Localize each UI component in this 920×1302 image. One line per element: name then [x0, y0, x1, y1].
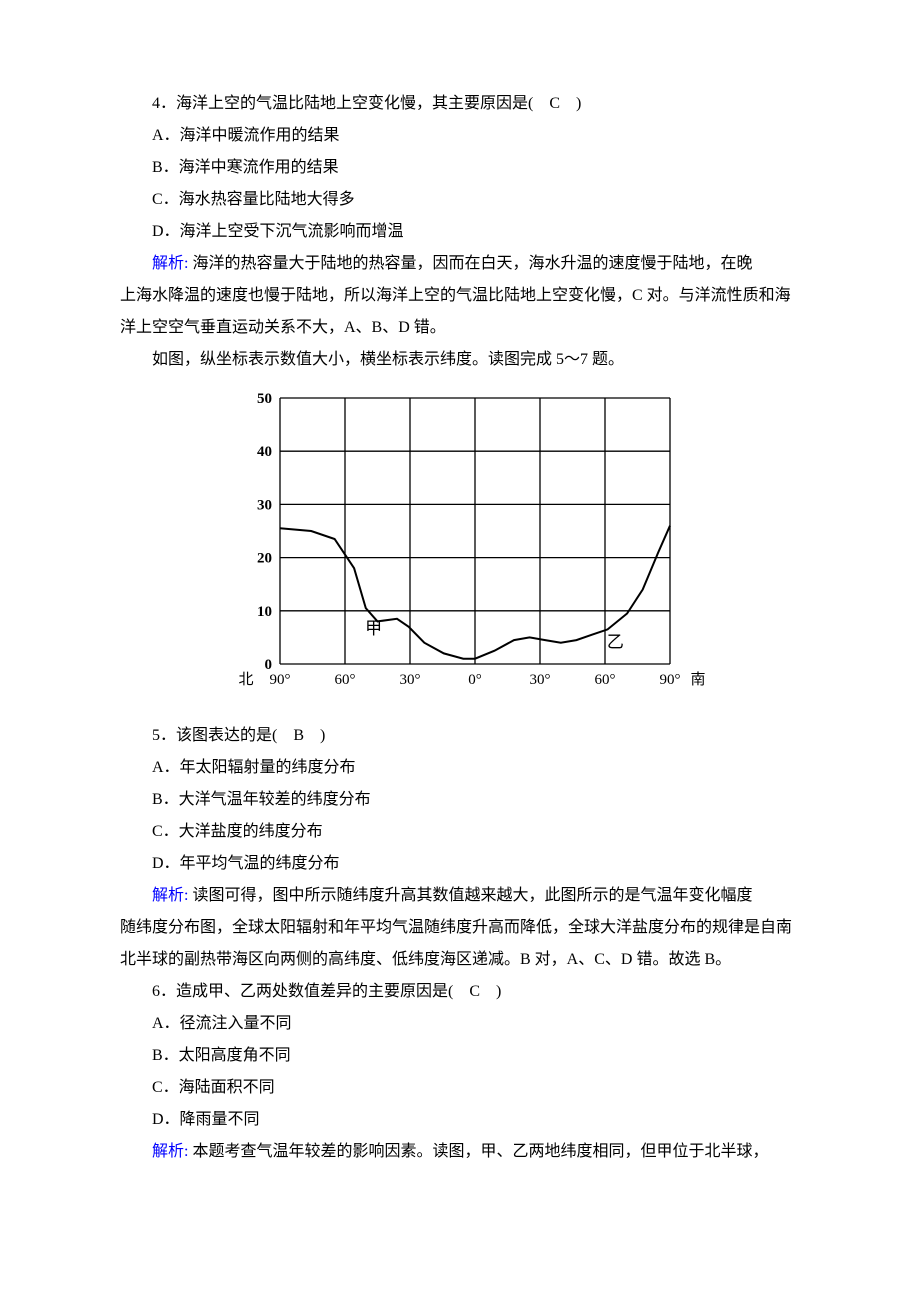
q6-option-b: B．太阳高度角不同	[120, 1040, 800, 1072]
latitude-chart: 0 10 20 30 40 50 90° 60° 30° 0° 30° 60° 90° 北 南 甲乙	[120, 386, 800, 706]
chart-svg: 0 10 20 30 40 50 90° 60° 30° 0° 30° 60° 90° 北 南 甲乙	[210, 386, 710, 706]
q4-analysis-line1: 解析: 海洋的热容量大于陆地的热容量，因而在白天，海水升温的速度慢于陆地，在晚	[120, 248, 800, 280]
svg-text:90°: 90°	[660, 672, 681, 688]
q4-option-d: D．海洋上空受下沉气流影响而增温	[120, 216, 800, 248]
q4-option-c: C．海水热容量比陆地大得多	[120, 184, 800, 216]
q6-analysis: 解析: 本题考查气温年较差的影响因素。读图，甲、乙两地纬度相同，但甲位于北半球，	[120, 1136, 800, 1168]
svg-text:乙: 乙	[607, 632, 624, 651]
svg-text:30: 30	[257, 497, 272, 513]
q6-option-d: D．降雨量不同	[120, 1104, 800, 1136]
svg-text:南: 南	[690, 671, 705, 688]
svg-text:0: 0	[265, 657, 273, 673]
q5-option-c: C．大洋盐度的纬度分布	[120, 816, 800, 848]
analysis-label: 解析:	[152, 887, 188, 904]
analysis-label: 解析:	[152, 1143, 188, 1160]
svg-text:北: 北	[238, 671, 253, 688]
svg-text:30°: 30°	[530, 672, 551, 688]
q6-stem: 6．造成甲、乙两处数值差异的主要原因是( C )	[120, 976, 800, 1008]
svg-text:甲: 甲	[365, 619, 382, 638]
svg-text:90°: 90°	[270, 672, 291, 688]
q6-option-a: A．径流注入量不同	[120, 1008, 800, 1040]
q4-option-a: A．海洋中暖流作用的结果	[120, 120, 800, 152]
svg-text:30°: 30°	[400, 672, 421, 688]
q5-option-d: D．年平均气温的纬度分布	[120, 848, 800, 880]
q5-analysis-text-b: 随纬度分布图，全球太阳辐射和年平均气温随纬度升高而降低，全球大洋盐度分布的规律是…	[120, 912, 800, 976]
q6-analysis-text: 本题考查气温年较差的影响因素。读图，甲、乙两地纬度相同，但甲位于北半球，	[192, 1143, 768, 1160]
svg-text:60°: 60°	[335, 672, 356, 688]
q5-option-a: A．年太阳辐射量的纬度分布	[120, 752, 800, 784]
svg-text:0°: 0°	[468, 672, 482, 688]
svg-text:50: 50	[257, 391, 272, 407]
document-page: 4．海洋上空的气温比陆地上空变化慢，其主要原因是( C ) A．海洋中暖流作用的…	[0, 0, 920, 1302]
analysis-label: 解析:	[152, 255, 188, 272]
svg-text:20: 20	[257, 551, 272, 567]
q4-analysis-text-a: 海洋的热容量大于陆地的热容量，因而在白天，海水升温的速度慢于陆地，在晚	[192, 255, 752, 272]
svg-text:10: 10	[257, 604, 272, 620]
chart-intro: 如图，纵坐标表示数值大小，横坐标表示纬度。读图完成 5～7 题。	[120, 344, 800, 376]
svg-text:40: 40	[257, 444, 272, 460]
svg-text:60°: 60°	[595, 672, 616, 688]
q5-stem: 5．该图表达的是( B )	[120, 720, 800, 752]
q5-analysis-line1: 解析: 读图可得，图中所示随纬度升高其数值越来越大，此图所示的是气温年变化幅度	[120, 880, 800, 912]
q4-option-b: B．海洋中寒流作用的结果	[120, 152, 800, 184]
q5-option-b: B．大洋气温年较差的纬度分布	[120, 784, 800, 816]
q6-option-c: C．海陆面积不同	[120, 1072, 800, 1104]
q4-analysis-text-b: 上海水降温的速度也慢于陆地，所以海洋上空的气温比陆地上空变化慢，C 对。与洋流性…	[120, 280, 800, 344]
q4-stem: 4．海洋上空的气温比陆地上空变化慢，其主要原因是( C )	[120, 88, 800, 120]
q5-analysis-text-a: 读图可得，图中所示随纬度升高其数值越来越大，此图所示的是气温年变化幅度	[192, 887, 752, 904]
